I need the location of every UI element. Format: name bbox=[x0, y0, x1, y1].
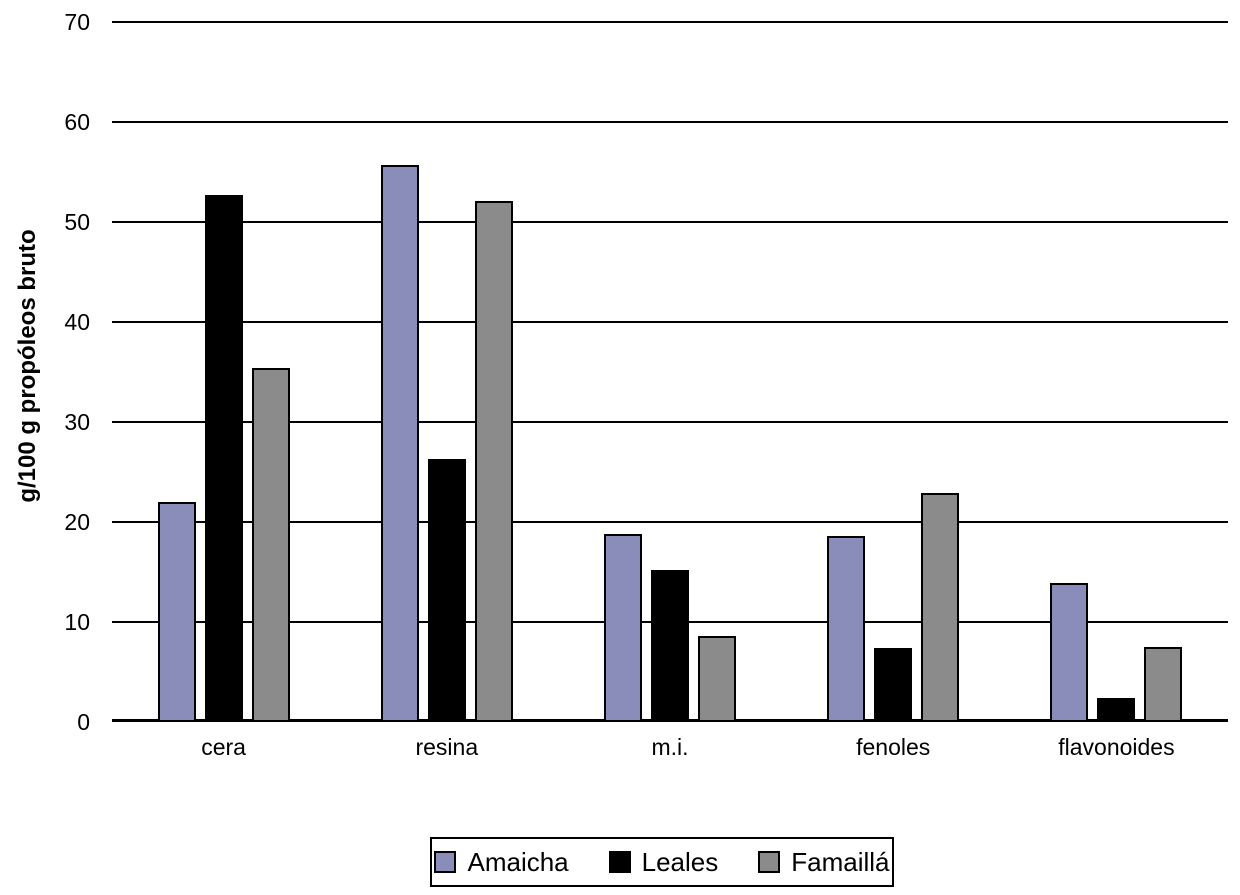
bar-leales-resina bbox=[427, 459, 466, 722]
bar-amaicha-m-i bbox=[604, 534, 642, 722]
x-tick-label-m-i: m.i. bbox=[651, 734, 689, 760]
legend-item-leales: Leales bbox=[608, 846, 719, 878]
bar-amaicha-cera bbox=[157, 502, 196, 722]
y-tick-label-20: 20 bbox=[64, 509, 90, 535]
x-tick-label-fenoles: fenoles bbox=[856, 734, 931, 760]
bar-leales-fenoles bbox=[874, 648, 913, 722]
legend: Amaicha Leales Famaillá bbox=[430, 837, 894, 887]
legend-item-amaicha: Amaicha bbox=[434, 846, 569, 878]
y-tick-label-60: 60 bbox=[64, 109, 90, 135]
bar-famailla-cera bbox=[251, 368, 290, 722]
legend-label-leales: Leales bbox=[641, 846, 719, 877]
bar-leales-cera bbox=[204, 195, 243, 722]
gridline-60 bbox=[112, 121, 1228, 123]
legend-label-amaicha: Amaicha bbox=[467, 846, 569, 877]
legend-swatch-amaicha bbox=[434, 851, 457, 873]
gridline-30 bbox=[112, 421, 1228, 423]
legend-item-famailla: Famaillá bbox=[758, 846, 890, 878]
y-tick-label-70: 70 bbox=[64, 9, 90, 35]
gridline-20 bbox=[112, 521, 1228, 523]
bar-famailla-resina bbox=[474, 201, 513, 722]
bar-group-resina bbox=[335, 22, 558, 722]
y-tick-label-10: 10 bbox=[64, 609, 90, 635]
bar-group-flavonoides bbox=[1005, 22, 1228, 722]
x-tick-label-resina: resina bbox=[415, 734, 479, 760]
y-tick-label-50: 50 bbox=[64, 209, 90, 235]
bar-leales-flavonoides bbox=[1097, 698, 1136, 722]
x-axis: cera resina m.i. fenoles flavonoides bbox=[112, 734, 1228, 761]
x-tick-label-flavonoides: flavonoides bbox=[1058, 734, 1175, 760]
x-tick-label-cera: cera bbox=[201, 734, 246, 760]
plot-area bbox=[112, 21, 1228, 722]
bar-groups bbox=[112, 22, 1228, 722]
bar-famailla-m-i bbox=[698, 636, 736, 722]
gridline-40 bbox=[112, 321, 1228, 323]
bar-amaicha-flavonoides bbox=[1050, 583, 1089, 722]
gridline-70 bbox=[112, 21, 1228, 23]
bar-amaicha-fenoles bbox=[827, 536, 866, 722]
bar-leales-m-i bbox=[651, 570, 689, 722]
bar-famailla-flavonoides bbox=[1144, 647, 1183, 722]
y-tick-label-30: 30 bbox=[64, 409, 90, 435]
legend-swatch-leales bbox=[608, 851, 631, 873]
bar-group-fenoles bbox=[782, 22, 1005, 722]
gridline-50 bbox=[112, 221, 1228, 223]
bar-group-m-i bbox=[558, 22, 781, 722]
y-tick-label-0: 0 bbox=[77, 709, 90, 735]
bar-famailla-fenoles bbox=[921, 493, 960, 722]
legend-label-famailla: Famaillá bbox=[791, 846, 890, 877]
legend-swatch-famailla bbox=[758, 851, 781, 873]
bar-amaicha-resina bbox=[380, 165, 419, 722]
y-tick-label-40: 40 bbox=[64, 309, 90, 335]
bar-group-cera bbox=[112, 22, 335, 722]
